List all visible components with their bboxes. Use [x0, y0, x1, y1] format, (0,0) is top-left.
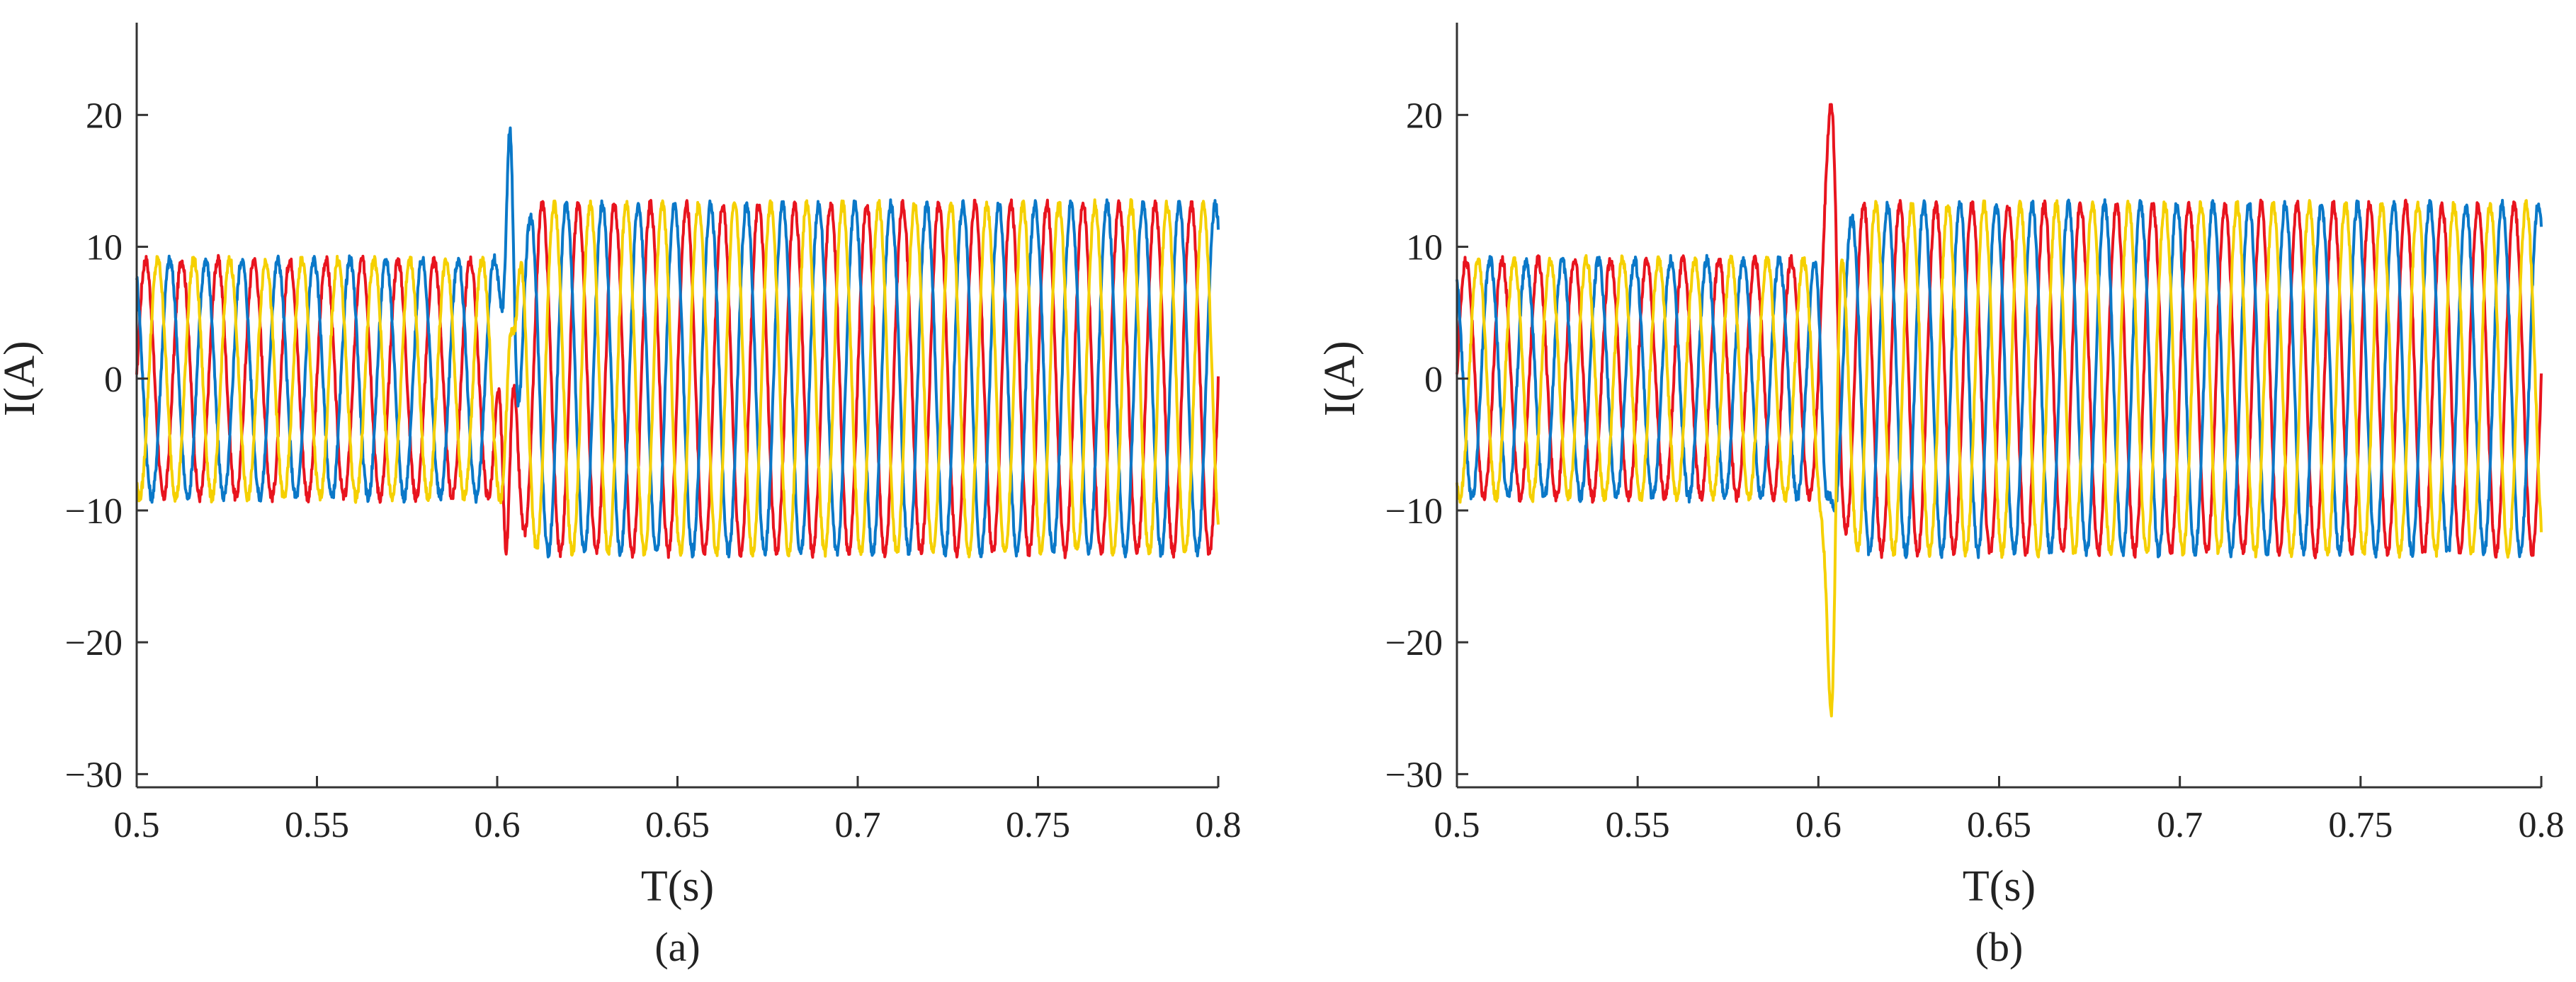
- x-tick-label: 0.65: [1967, 805, 2031, 845]
- series-line-2: [135, 126, 1220, 559]
- series-group: [1456, 103, 2543, 718]
- x-tick-label: 0.65: [645, 805, 710, 845]
- x-tick-label: 0.55: [1606, 805, 1670, 845]
- y-tick-label: 0: [1424, 360, 1443, 400]
- panel-label-b: (b): [1975, 924, 2024, 970]
- series-line-1: [135, 198, 1220, 559]
- y-tick-label: −10: [1385, 491, 1443, 532]
- x-tick-label: 0.75: [1006, 805, 1070, 845]
- y-tick-label: 20: [1406, 96, 1443, 136]
- x-tick-label: 0.7: [2157, 805, 2203, 845]
- x-tick-label: 0.7: [835, 805, 881, 845]
- x-axis-label: T(s): [641, 862, 714, 910]
- y-tick-label: −30: [1385, 755, 1443, 795]
- y-tick-label: 10: [86, 228, 123, 268]
- chart-panel-a: 0.5 0.55 0.6 0.65 0.7 0.75 0.8 20 10 0 −10 −20 −30 T(…: [0, 23, 1242, 970]
- series-group: [135, 126, 1220, 559]
- x-tick-label: 0.55: [285, 805, 349, 845]
- y-tick-label: 0: [104, 360, 123, 400]
- y-tick-label: −30: [65, 755, 123, 795]
- x-tick-label: 0.5: [114, 805, 160, 845]
- x-tick-label: 0.6: [1795, 805, 1842, 845]
- series-line-3: [1456, 199, 2543, 718]
- y-tick-label: 10: [1406, 228, 1443, 268]
- series-line-3: [135, 198, 1220, 559]
- y-axis-label: I(A): [1316, 341, 1364, 416]
- x-tick-label: 0.8: [2519, 805, 2565, 845]
- y-tick-label: −10: [65, 491, 123, 532]
- x-tick-label: 0.8: [1196, 805, 1242, 845]
- chart-panel-b: 0.5 0.55 0.6 0.65 0.7 0.75 0.8 20 10 0 −10 −20 −30 T(…: [1316, 23, 2565, 970]
- y-tick-label: 20: [86, 96, 123, 136]
- series-line-2: [1456, 198, 2543, 559]
- y-tick-label: −20: [65, 623, 123, 663]
- x-axis-label: T(s): [1963, 862, 2036, 910]
- x-tick-label: 0.6: [475, 805, 521, 845]
- x-tick-label: 0.75: [2328, 805, 2393, 845]
- y-tick-label: −20: [1385, 623, 1443, 663]
- panel-label-a: (a): [654, 924, 700, 970]
- y-axis-label: I(A): [0, 341, 44, 416]
- x-tick-label: 0.5: [1434, 805, 1480, 845]
- series-line-1: [1456, 103, 2543, 559]
